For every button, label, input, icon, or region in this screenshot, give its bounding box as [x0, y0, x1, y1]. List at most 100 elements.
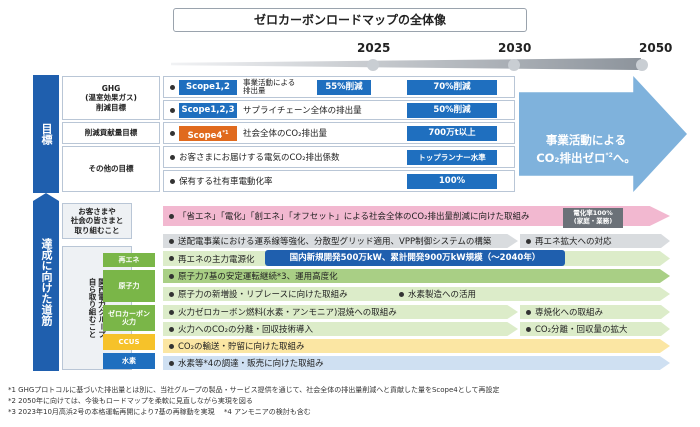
timeline-dot-2025 [367, 59, 379, 71]
cat-ccus-text: CCUS [118, 338, 140, 346]
goal-row-scope4: Scope4*1 社会全体のCO₂排出量 700万t以上 [163, 122, 515, 144]
scope12-2030-value: 70%削減 [407, 79, 497, 95]
init-hydrogen-supply: 水素等*4の調達・販売に向けた取組み [163, 356, 670, 370]
scope4-chip-sup: *1 [222, 129, 229, 136]
footnote-3: *3 2023年10月高浜2号の本格運転再開により7基の再稼動を実現 *4 アン… [8, 408, 311, 416]
year-2030: 2030 [498, 41, 532, 55]
goal-row-ev: 保有する社有車電動化率 100% [163, 170, 515, 192]
init-thermal-cofiring-text: 火力ゼロカーボン燃料(水素・アンモニア)混焼への取組み [178, 308, 397, 318]
init-grid: 送配電事業における運系線等強化、分散型グリッド適用、VPP制御システムの構築 [163, 234, 518, 248]
goal-row-emission-factor: お客さまにお届けする電気のCO₂排出係数 トップランナー水準 [163, 146, 515, 168]
cat-thermal: ゼロカーボン 火力 [103, 305, 155, 331]
arrow-sup: *2 [605, 152, 613, 159]
cat-nuclear-text: 原子力 [118, 282, 140, 290]
society-text: 「省エネ」「電化」「創エネ」「オフセット」による社会全体のCO₂排出量削減に向け… [178, 212, 530, 222]
init-grid-text: 送配電事業における運系線等強化、分散型グリッド適用、VPP制御システムの構築 [178, 237, 492, 247]
timeline-bar [171, 58, 641, 70]
society-label-text: お客さまや 社会の皆さまと 取り組むこと [70, 206, 124, 235]
init-co2-capture: 火力へのCO₂の分離・回収技術導入 [163, 322, 518, 336]
bullet [170, 107, 175, 113]
bullet [169, 238, 174, 244]
scope4-text: 社会全体のCO₂排出量 [243, 129, 328, 139]
cat-nuclear: 原子力 [103, 270, 155, 302]
bullet [526, 326, 531, 332]
init-thermal-dedicated: 専焼化への取組み [520, 305, 670, 319]
init-nuclear-operation: 原子力7基の安定運転継続*3、運用高度化 [163, 269, 670, 283]
renewable-highlight: 国内新規開発500万kW、累計開発900万kW規模（～2040年） [265, 250, 565, 266]
init-co2-capture-text: 火力へのCO₂の分離・回収技術導入 [178, 325, 314, 335]
cat-thermal-text: ゼロカーボン 火力 [108, 310, 150, 326]
bullet [169, 309, 174, 315]
cat-hydrogen-text: 水素 [122, 357, 136, 365]
ev-text: 保有する社有車電動化率 [179, 177, 273, 187]
bullet [169, 343, 174, 349]
bullet [169, 273, 174, 279]
initiatives-label-text: 達成に向けた道筋 [40, 238, 53, 326]
init-hydrogen-supply-text: 水素等*4の調達・販売に向けた取組み [178, 359, 324, 369]
scope12-chip: Scope1,2 [179, 79, 237, 95]
scope12-text: 事業活動による 排出量 [243, 77, 296, 95]
scope123-text: サプライチェーン全体の排出量 [243, 106, 362, 116]
cat-hydrogen: 水素 [103, 353, 155, 369]
init-co2-expand-text: CO₂分離・回収量の拡大 [535, 325, 628, 335]
other-label-text: その他の目標 [88, 164, 134, 174]
year-2050: 2050 [639, 41, 673, 55]
ghg-label: GHG (温室効果ガス) 削減目標 [62, 76, 160, 120]
bullet [399, 291, 404, 297]
footnote-2: *2 2050年に向けては、今後もロードマップを柔軟に見直しながら実現を図る [8, 397, 253, 405]
page-title: ゼロカーボンロードマップの全体像 [173, 8, 527, 32]
electrification-note: 電化率100% (家庭・業務) [563, 208, 623, 228]
scope4-2030-value: 700万t以上 [407, 125, 497, 141]
society-arrow: 「省エネ」「電化」「創エネ」「オフセット」による社会全体のCO₂排出量削減に向け… [163, 206, 670, 226]
init-nuclear-new-text: 原子力の新増設・リプレースに向けた取組み [178, 290, 348, 300]
zero-carbon-arrow-text: 事業活動による CO₂排出ゼロ*2へ。 [522, 116, 650, 166]
goals-side-label: 目標 [33, 75, 59, 193]
init-thermal-dedicated-text: 専焼化への取組み [535, 308, 604, 318]
society-label: お客さまや 社会の皆さまと 取り組むこと [62, 203, 132, 239]
arrow-main-text: 事業活動による CO₂排出ゼロ [536, 133, 627, 165]
bullet [170, 154, 175, 160]
init-renewable-text: 再エネの主力電源化 [178, 254, 255, 265]
other-label: その他の目標 [62, 146, 160, 192]
init-co2-expand: CO₂分離・回収量の拡大 [520, 322, 670, 336]
goals-label-text: 目標 [40, 123, 53, 145]
bullet [169, 213, 174, 219]
init-nuclear-new: 原子力の新増設・リプレースに向けた取組み 水素製造への活用 [163, 287, 670, 301]
scope4-chip-text: Scope4 [187, 130, 223, 141]
bullet [169, 291, 174, 297]
scope123-2030-value: 50%削減 [407, 102, 497, 118]
init-nuclear-operation-text: 原子力7基の安定運転継続*3、運用高度化 [178, 272, 338, 282]
bullet [169, 360, 174, 366]
cat-renewable-text: 再エネ [118, 256, 140, 264]
ghg-label-text: GHG (温室効果ガス) 削減目標 [85, 83, 137, 112]
cat-ccus: CCUS [103, 334, 155, 350]
initiatives-side-label: 達成に向けた道筋 [33, 193, 59, 371]
timeline-dot-2050 [636, 59, 648, 71]
emission-factor-2030-value: トップランナー水準 [407, 149, 497, 165]
init-thermal-cofiring: 火力ゼロカーボン燃料(水素・アンモニア)混焼への取組み [163, 305, 518, 319]
init-grid-right-text: 再エネ拡大への対応 [535, 237, 612, 247]
bullet [169, 326, 174, 332]
scope12-2025-value: 55%削減 [317, 79, 371, 95]
goal-row-scope12: Scope1,2 事業活動による 排出量 55%削減 70%削減 [163, 76, 515, 98]
bullet [526, 238, 531, 244]
init-co2-storage-text: CO₂の輸送・貯留に向けた取組み [178, 342, 305, 352]
timeline-dot-2030 [508, 59, 520, 71]
bullet [170, 84, 175, 90]
init-grid-right: 再エネ拡大への対応 [520, 234, 670, 248]
contribution-label: 削減貢献量目標 [62, 122, 160, 144]
scope4-chip: Scope4*1 [179, 125, 237, 141]
year-2025: 2025 [357, 41, 391, 55]
bullet [170, 178, 175, 184]
group-label-text: 関西電力グループ 自ら取り組むこと [88, 278, 107, 338]
goal-row-scope123: Scope1,2,3 サプライチェーン全体の排出量 50%削減 [163, 100, 515, 120]
contribution-label-text: 削減貢献量目標 [84, 128, 138, 138]
cat-renewable: 再エネ [103, 253, 155, 267]
bullet [169, 256, 174, 261]
scope123-chip: Scope1,2,3 [179, 102, 237, 118]
emission-factor-text: お客さまにお届けする電気のCO₂排出係数 [179, 153, 340, 163]
init-co2-storage: CO₂の輸送・貯留に向けた取組み [163, 339, 670, 353]
ev-2030-value: 100% [407, 173, 497, 189]
arrow-tail-text: へ。 [612, 150, 636, 165]
bullet [526, 309, 531, 315]
